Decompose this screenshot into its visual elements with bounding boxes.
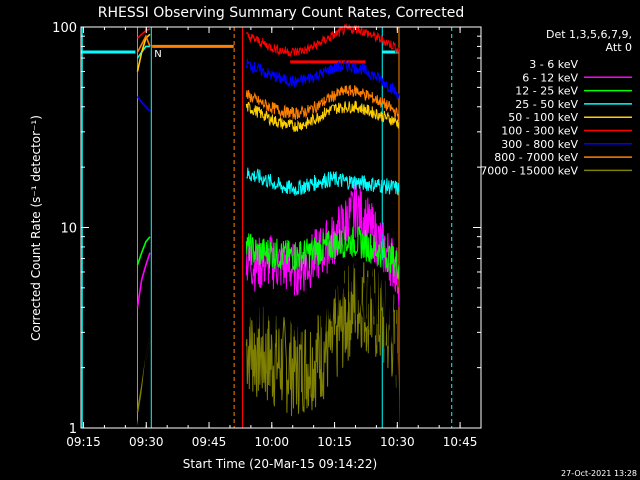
series-50-100-keV-segment-2 xyxy=(245,100,400,132)
x-tick-label-6: 10:45 xyxy=(443,435,478,449)
legend-label-7: 800 - 7000 keV xyxy=(494,151,578,164)
legend-label-4: 50 - 100 keV xyxy=(508,111,578,124)
x-axis-label: Start Time (20-Mar-15 09:14:22) xyxy=(183,457,377,471)
series-25-50-keV-segment-2 xyxy=(246,167,400,196)
legend-label-2: 12 - 25 keV xyxy=(515,85,578,98)
y-tick-label-1: 10 xyxy=(60,222,77,237)
plot-area: N xyxy=(81,23,453,429)
legend-label-1: 6 - 12 keV xyxy=(522,71,578,84)
x-tick-label-1: 09:30 xyxy=(129,435,164,449)
series-100-300-keV-segment-2 xyxy=(245,23,400,57)
series-3-6-keV-segment-1 xyxy=(136,338,151,429)
legend-label-3: 25 - 50 keV xyxy=(515,98,578,111)
series-800-7000-keV-segment-2 xyxy=(245,84,400,122)
series-100-300-keV-segment-1 xyxy=(136,28,151,39)
x-tick-label-4: 10:15 xyxy=(317,435,352,449)
chart-title: RHESSI Observing Summary Count Rates, Co… xyxy=(98,5,464,21)
series-50-100-keV-segment-1 xyxy=(136,33,151,72)
y-tick-label-0: 1 xyxy=(69,422,77,437)
series-6-12-keV-segment-2 xyxy=(245,183,400,307)
series-3-6-keV-segment-2 xyxy=(245,224,400,429)
footer-timestamp: 27-Oct-2021 13:28 xyxy=(561,469,637,478)
series-12-25-keV-segment-2 xyxy=(245,225,400,280)
x-tick-label-0: 09:15 xyxy=(66,435,101,449)
legend-header-line-1: Det 1,3,5,6,7,9, xyxy=(546,28,632,41)
series-800-7000-keV-segment-1 xyxy=(136,34,151,53)
series-12-25-keV-segment-1 xyxy=(136,236,151,266)
annotation-n: N xyxy=(154,49,161,60)
legend-header-line-2: Att 0 xyxy=(606,41,632,54)
legend-label-0: 3 - 6 keV xyxy=(529,58,578,71)
legend-label-6: 300 - 800 keV xyxy=(501,138,578,151)
series-25-50-keV-segment-1 xyxy=(136,45,150,59)
series-300-800-keV-segment-1 xyxy=(136,96,151,112)
axes: 09:15 09:30 09:45 10:00 10:15 10:30 10:45 1 10 10… xyxy=(52,21,482,449)
y-axis-label: Corrected Count Rate (s⁻¹ detector⁻¹) xyxy=(29,115,43,341)
series-300-800-keV-segment-2 xyxy=(245,58,400,101)
x-tick-label-3: 10:00 xyxy=(254,435,289,449)
y-tick-label-2: 100 xyxy=(52,21,77,36)
legend-label-5: 100 - 300 keV xyxy=(501,125,578,138)
x-tick-label-2: 09:45 xyxy=(192,435,227,449)
legend-label-8: 7000 - 15000 keV xyxy=(480,164,578,177)
series-6-12-keV-segment-1 xyxy=(136,252,151,308)
x-tick-label-5: 10:30 xyxy=(380,435,415,449)
